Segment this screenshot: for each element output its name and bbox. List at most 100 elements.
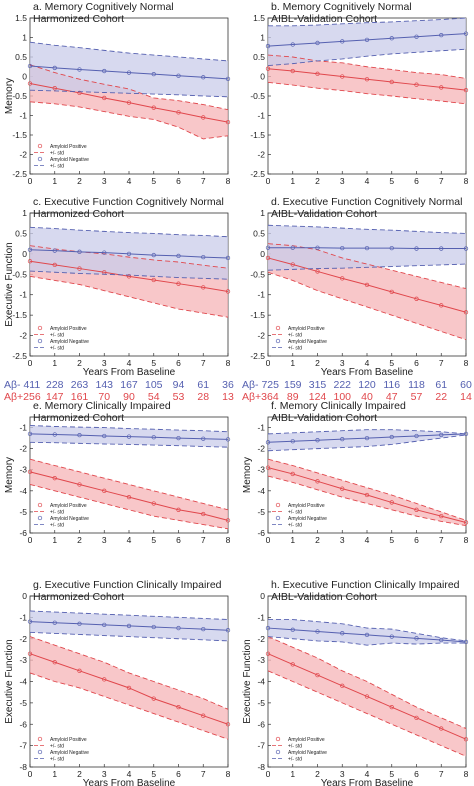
count-label-positive: Aβ+364 bbox=[242, 391, 279, 403]
mean-point-negative bbox=[151, 72, 156, 77]
mean-point-positive bbox=[77, 266, 82, 271]
std-band-negative bbox=[30, 42, 228, 97]
y-tick-label: -6 bbox=[19, 719, 27, 729]
y-tick-label: 0 bbox=[22, 591, 27, 601]
panel-title: c. Executive Function Cognitively Normal bbox=[33, 196, 224, 208]
legend-label: +/- std bbox=[50, 509, 64, 515]
mean-point-negative bbox=[201, 75, 206, 80]
legend-marker-positive bbox=[275, 325, 281, 331]
chart-panel: g. Executive Function Clinically Impaire… bbox=[4, 579, 231, 786]
legend-label: Amyloid Positive bbox=[50, 737, 87, 743]
mean-point-positive bbox=[225, 518, 231, 523]
x-tick-label: 8 bbox=[464, 358, 469, 368]
y-tick-label: -1 bbox=[257, 423, 265, 433]
legend-label: Amyloid Negative bbox=[288, 339, 327, 345]
std-upper-line-positive bbox=[29, 64, 229, 111]
x-tick-label: 2 bbox=[315, 176, 320, 186]
mean-point-positive bbox=[126, 685, 132, 691]
y-tick-label: -1 bbox=[257, 612, 265, 622]
count-positive: 53 bbox=[173, 391, 185, 403]
std-lower-line-negative bbox=[29, 441, 229, 448]
mean-point-negative bbox=[439, 33, 444, 38]
y-tick-label: 1.5 bbox=[253, 13, 265, 23]
count-negative: 222 bbox=[333, 379, 351, 391]
mean-point-negative bbox=[151, 435, 156, 440]
x-tick-label: 7 bbox=[439, 535, 444, 545]
y-tick-label: -4 bbox=[257, 486, 265, 496]
mean-point-positive bbox=[439, 85, 444, 90]
mean-point-negative bbox=[414, 34, 419, 39]
x-tick-label: 7 bbox=[201, 358, 206, 368]
mean-point-negative bbox=[315, 40, 320, 46]
mean-point-negative bbox=[290, 439, 295, 444]
std-upper-line-negative bbox=[268, 619, 467, 642]
mean-point-negative bbox=[77, 67, 82, 72]
mean-point-negative bbox=[414, 433, 419, 439]
count-negative: 116 bbox=[383, 379, 400, 391]
chart-panel: b. Memory Cognitively NormalAIBL-Validat… bbox=[250, 1, 468, 186]
y-tick-label: -0.5 bbox=[250, 91, 265, 101]
panel-title: e. Memory Clinically Impaired bbox=[33, 400, 171, 412]
y-tick-label: 0 bbox=[260, 72, 265, 82]
y-tick-label: 0 bbox=[22, 249, 27, 259]
x-axis-label: Years From Baseline bbox=[83, 778, 176, 786]
mean-point-negative bbox=[463, 431, 469, 437]
mean-point-positive bbox=[414, 82, 419, 87]
x-tick-label: 8 bbox=[226, 769, 231, 779]
count-negative: 263 bbox=[71, 379, 89, 391]
y-tick-label: -2 bbox=[257, 444, 265, 454]
mean-point-positive bbox=[176, 281, 181, 286]
mean-point-positive bbox=[290, 68, 295, 74]
legend-label: +/- std bbox=[288, 743, 302, 749]
mean-point-negative bbox=[340, 245, 345, 251]
x-tick-label: 8 bbox=[226, 535, 231, 545]
mean-point-negative bbox=[126, 434, 132, 439]
chart-panel: f. Memory Clinically ImpairedAIBL-Valida… bbox=[242, 400, 469, 545]
mean-point-negative bbox=[315, 438, 320, 443]
mean-point-negative bbox=[176, 435, 181, 441]
legend-marker-negative bbox=[37, 515, 43, 521]
mean-point-positive bbox=[27, 469, 33, 474]
x-tick-label: 7 bbox=[439, 769, 444, 779]
x-tick-label: 6 bbox=[414, 176, 419, 186]
y-tick-label: 0 bbox=[260, 249, 265, 259]
mean-point-negative bbox=[27, 431, 33, 437]
panel-subtitle: AIBL-Validation Cohort bbox=[271, 13, 377, 25]
mean-point-positive bbox=[389, 79, 394, 85]
mean-point-negative bbox=[176, 625, 181, 631]
mean-point-negative bbox=[315, 245, 320, 250]
x-tick-label: 4 bbox=[127, 358, 132, 368]
x-tick-label: 6 bbox=[414, 535, 419, 545]
y-tick-label: -2.5 bbox=[12, 351, 27, 361]
x-tick-label: 5 bbox=[151, 535, 156, 545]
x-tick-label: 1 bbox=[290, 535, 295, 545]
std-upper-line-negative bbox=[29, 226, 229, 238]
mean-point-negative bbox=[102, 622, 107, 628]
mean-point-negative bbox=[201, 254, 206, 260]
mean-point-positive bbox=[340, 74, 345, 79]
y-tick-label: -7 bbox=[19, 741, 27, 751]
chart-panel: d. Executive Function Cognitively Normal… bbox=[242, 196, 472, 403]
mean-point-positive bbox=[439, 726, 444, 731]
std-upper-line-positive bbox=[29, 458, 229, 511]
mean-point-negative bbox=[201, 436, 206, 441]
mean-point-negative bbox=[102, 250, 107, 255]
x-tick-label: 5 bbox=[389, 176, 394, 186]
count-negative: 143 bbox=[95, 379, 113, 391]
y-tick-label: -1 bbox=[19, 111, 27, 121]
mean-point-positive bbox=[364, 77, 370, 82]
std-upper-line-positive bbox=[267, 636, 467, 729]
y-tick-label: -1 bbox=[19, 423, 27, 433]
y-tick-label: 0 bbox=[22, 72, 27, 82]
mean-point-positive bbox=[201, 713, 206, 718]
x-tick-label: 0 bbox=[266, 358, 271, 368]
panel-title: b. Memory Cognitively Normal bbox=[271, 1, 412, 13]
std-upper-line-positive bbox=[267, 54, 467, 79]
x-axis-label: Years From Baseline bbox=[321, 778, 414, 786]
chart-panel: e. Memory Clinically ImpairedHarmonized … bbox=[4, 400, 231, 545]
mean-point-negative bbox=[364, 37, 370, 42]
y-tick-label: -8 bbox=[19, 762, 27, 772]
